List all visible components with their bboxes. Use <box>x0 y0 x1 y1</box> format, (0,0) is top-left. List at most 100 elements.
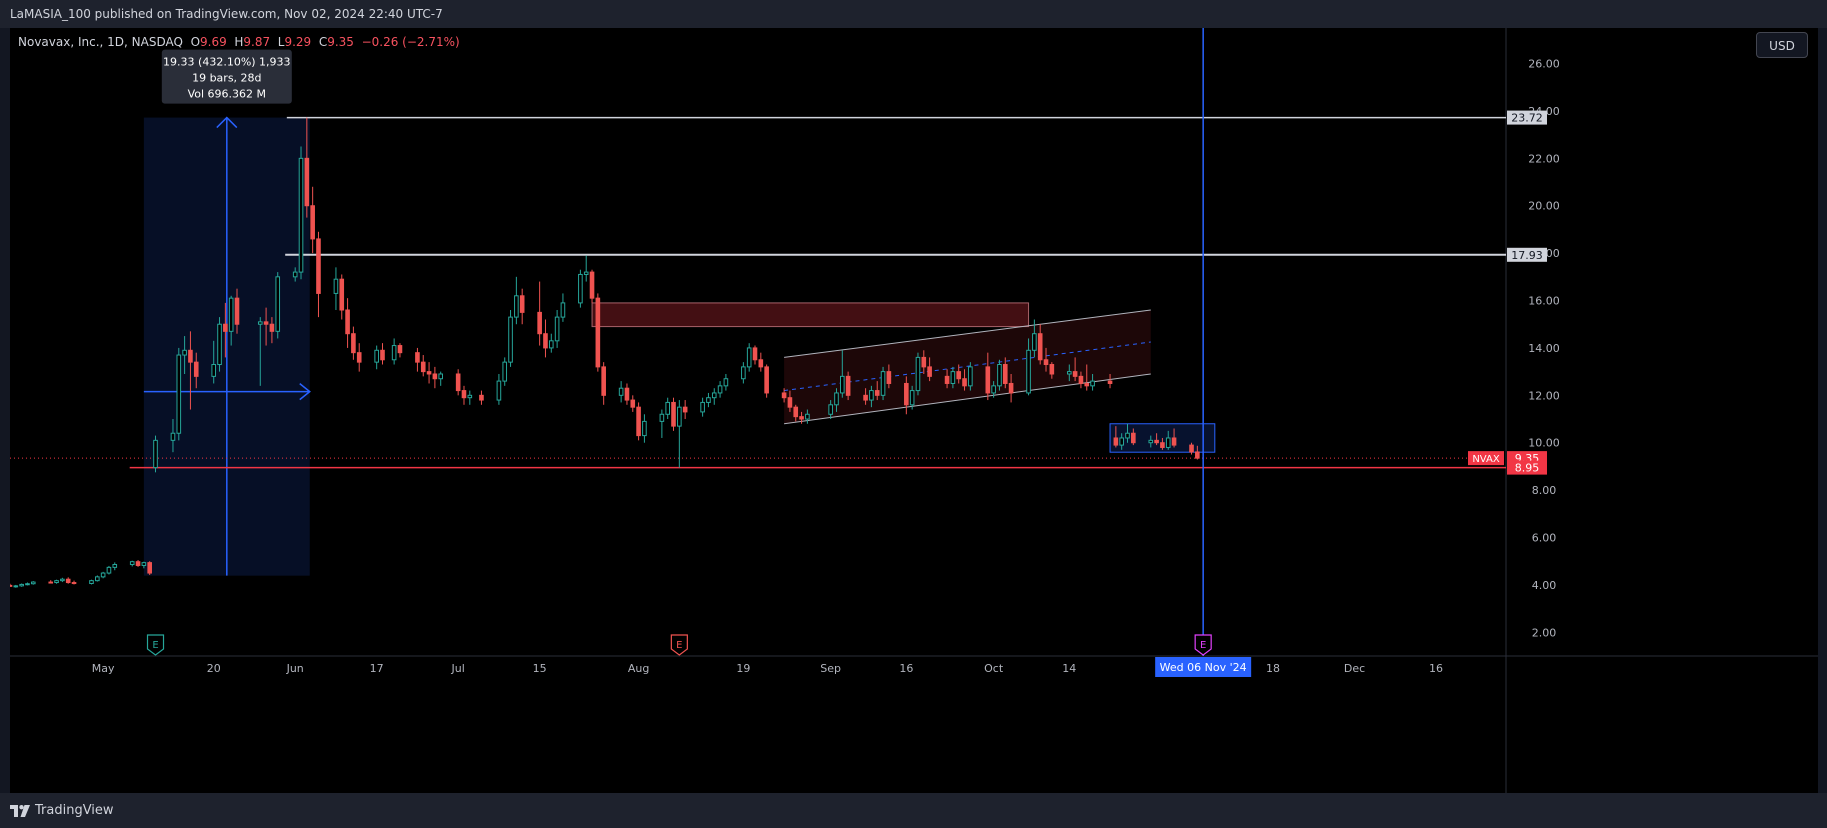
candle-body <box>182 349 187 356</box>
time-tick-label: 14 <box>1062 662 1076 675</box>
candle <box>479 390 484 405</box>
candle-body <box>1008 382 1014 394</box>
candle-body <box>292 271 298 278</box>
price-tick-label: 8.00 <box>1532 484 1557 497</box>
publisher-line: LaMASIA_100 published on TradingView.com… <box>10 7 443 21</box>
candle <box>1032 319 1037 358</box>
candle-body <box>717 385 723 394</box>
candle <box>799 411 804 424</box>
candle <box>968 362 973 391</box>
candle <box>106 565 112 575</box>
candle-body <box>397 345 403 354</box>
candle-body <box>537 311 542 335</box>
candle <box>1195 445 1200 460</box>
candle-body <box>758 359 764 368</box>
candle-body <box>89 580 94 584</box>
candle <box>921 350 927 374</box>
time-tick-label: May <box>92 662 115 675</box>
price-tick-label: 26.00 <box>1528 58 1560 71</box>
candle <box>543 319 548 358</box>
candle <box>828 400 833 420</box>
candle-body <box>426 371 432 375</box>
candle <box>432 366 438 389</box>
candle <box>1160 437 1165 450</box>
candle-body <box>461 390 467 399</box>
candle-body <box>799 416 804 420</box>
candle-body <box>589 271 595 299</box>
earnings-marker-label: E <box>1200 640 1206 651</box>
chart-area[interactable]: 19.33 (432.10%) 1,933 19 bars, 28d Vol 696… <box>10 28 1818 793</box>
candle-body <box>60 578 65 582</box>
tradingview-brand[interactable]: TradingView <box>10 803 114 818</box>
candle <box>805 409 810 424</box>
candle-body <box>193 361 199 377</box>
candle-body <box>781 392 787 399</box>
candle-body <box>909 390 915 406</box>
time-tick-label: 19 <box>736 662 750 675</box>
candle <box>845 371 851 401</box>
candle-body <box>19 583 24 587</box>
candle-body <box>1043 359 1049 366</box>
level-mid-price-box <box>1507 247 1547 262</box>
candle <box>65 577 71 584</box>
candle-body <box>100 572 106 578</box>
candle-body <box>514 295 519 318</box>
candle <box>548 333 554 353</box>
candle <box>595 293 601 372</box>
time-tick-label: Jun <box>286 662 304 675</box>
candle-body <box>141 562 147 566</box>
candle <box>840 350 845 398</box>
candle <box>665 397 670 420</box>
candle-body <box>752 347 758 361</box>
candle <box>153 435 158 473</box>
candle <box>514 276 519 325</box>
candle-body <box>805 413 810 420</box>
candle <box>438 371 444 386</box>
candle <box>706 392 711 408</box>
candle-body <box>345 309 350 335</box>
candle-body <box>624 387 630 401</box>
time-tick-label: Aug <box>628 662 649 675</box>
candle <box>54 579 59 584</box>
candle <box>397 343 403 358</box>
candle <box>624 383 630 405</box>
level-mid-price-label: 17.93 <box>1511 249 1543 262</box>
candle-body <box>356 352 362 363</box>
symbol-tag-box <box>1468 451 1504 466</box>
measure-tooltip-line1: 19.33 (432.10%) 1,933 <box>163 56 291 69</box>
currency-button[interactable]: USD <box>1756 32 1808 58</box>
price-tick-label: 4.00 <box>1532 579 1557 592</box>
time-tick-label: Oct <box>984 662 1004 675</box>
earnings-marker-icon <box>670 634 688 656</box>
candle <box>60 577 65 583</box>
candle <box>909 385 915 410</box>
cursor-date-label: Wed 06 Nov '24 <box>1160 661 1247 674</box>
candle-body <box>1066 371 1072 375</box>
candle-body <box>65 578 71 584</box>
candle <box>1043 347 1049 372</box>
candle-body <box>1078 375 1084 384</box>
price-chart[interactable]: 19.33 (432.10%) 1,933 19 bars, 28d Vol 696… <box>10 28 1818 793</box>
candle <box>834 388 839 412</box>
candle <box>671 397 676 431</box>
candle <box>48 580 54 584</box>
symbol-tag-label: NVAX <box>1472 454 1500 465</box>
candle-body <box>380 349 385 361</box>
candle-body <box>374 349 379 363</box>
candle <box>1084 364 1090 391</box>
candle-body <box>25 583 30 586</box>
candle <box>950 366 956 389</box>
candle-body <box>508 316 513 363</box>
candle <box>1148 435 1154 448</box>
candle-body <box>263 321 269 325</box>
candle <box>141 561 147 569</box>
measure-arrow-right-icon <box>299 383 311 401</box>
measure-arrow-up-icon <box>216 116 238 129</box>
price-tick-label: 22.00 <box>1528 152 1560 165</box>
candle-body <box>630 399 636 408</box>
candle-body <box>1154 439 1159 444</box>
candle-body <box>927 366 932 377</box>
candle-body <box>944 375 950 384</box>
candle-body <box>711 392 717 399</box>
candle <box>659 409 665 438</box>
